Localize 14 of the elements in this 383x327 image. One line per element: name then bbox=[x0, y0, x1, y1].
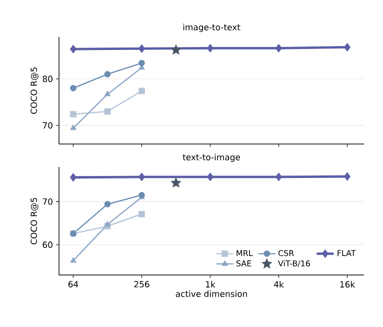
chart-title: image-to-text bbox=[183, 24, 240, 32]
x-tick-label: 256 bbox=[134, 281, 150, 288]
x-axis-title: active dimension bbox=[176, 290, 247, 297]
x-tick-label: 64 bbox=[68, 281, 78, 288]
y-tick-label: 70 bbox=[42, 198, 52, 205]
x-tick-label: 4k bbox=[274, 281, 284, 288]
y-tick-label: 80 bbox=[42, 76, 52, 82]
x-tick-label: 1k bbox=[206, 281, 216, 288]
chart-title: text-to-image bbox=[182, 154, 240, 162]
y-tick-label: 70 bbox=[42, 122, 52, 129]
y-axis-title: COCO R@5 bbox=[30, 67, 38, 114]
x-tick-label: 16k bbox=[340, 281, 356, 288]
y-axis-title: COCO R@5 bbox=[30, 198, 38, 244]
y-tick-label: 60 bbox=[42, 242, 52, 248]
